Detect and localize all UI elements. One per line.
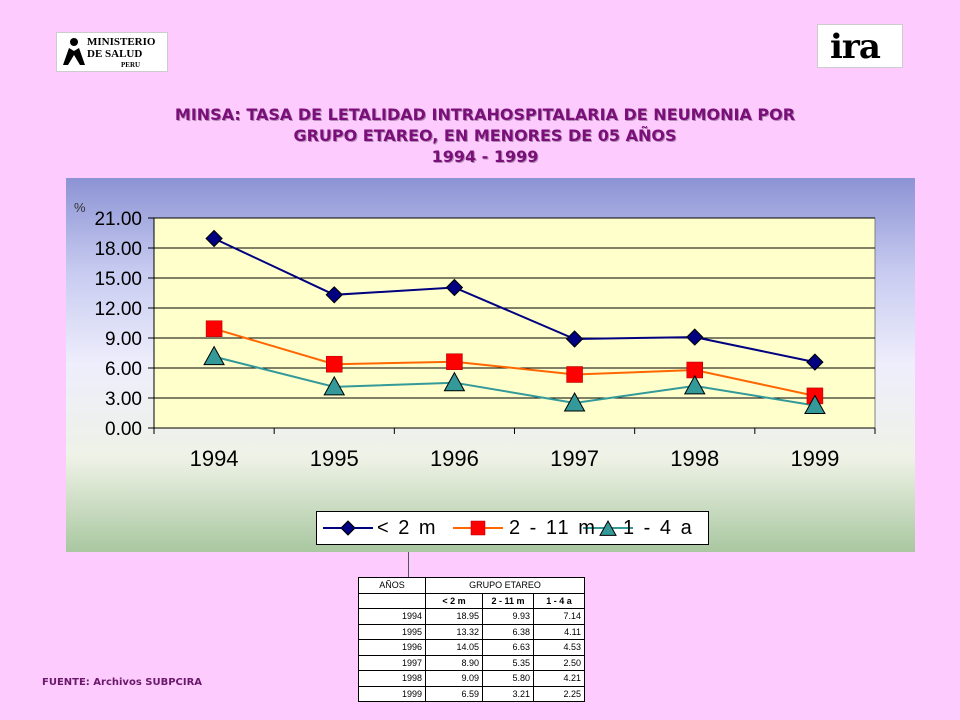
table-cell-year: 1997 <box>358 654 426 671</box>
series-2-point <box>326 355 343 373</box>
logo-line-1: MINISTERIO <box>87 36 156 48</box>
table-cell-value: 2.50 <box>533 654 585 671</box>
table-subheader-row: < 2 m 2 - 11 m 1 - 4 a <box>358 592 585 609</box>
series-1-point <box>325 286 343 304</box>
y-tick-label: 3.00 <box>105 389 142 410</box>
table-cell-value: 5.80 <box>482 670 534 687</box>
y-tick-label: 21.00 <box>94 209 142 230</box>
ministerio-de-salud-logo: MINISTERIO DE SALUD PERU <box>56 32 168 72</box>
table-cell-value: 13.32 <box>425 623 483 640</box>
table-cell-value: 4.21 <box>533 670 585 687</box>
x-tick-label: 1999 <box>790 446 839 471</box>
header-group: GRUPO ETAREO <box>425 577 585 594</box>
subheader-col-2: 2 - 11 m <box>482 592 534 609</box>
y-tick-label: 0.00 <box>105 419 142 440</box>
table-cell-year: 1999 <box>358 685 426 702</box>
table-row: 1996 14.05 6.63 4.53 <box>358 639 585 656</box>
logo-line-2: DE SALUD <box>87 48 143 60</box>
ira-logo: ira <box>817 24 903 68</box>
series-2-point <box>566 366 583 383</box>
series-3-point <box>323 375 346 396</box>
title-line-3: 1994 - 1999 <box>431 147 539 166</box>
plot-background <box>153 217 876 429</box>
table-cell-year: 1994 <box>358 608 426 625</box>
series-line-2 <box>213 327 816 397</box>
series-2-point <box>205 320 223 337</box>
table-cell-value: 7.14 <box>533 608 585 625</box>
legend-marker-2 <box>470 520 486 536</box>
series-3-point <box>804 394 826 414</box>
y-tick-label: 9.00 <box>105 329 142 350</box>
data-table: AÑOS GRUPO ETAREO < 2 m 2 - 11 m 1 - 4 a… <box>358 577 585 702</box>
table-row: 1995 13.32 6.38 4.11 <box>358 623 585 640</box>
table-cell-value: 3.21 <box>482 685 534 702</box>
title-line-1: MINSA: TASA DE LETALIDAD INTRAHOSPITALAR… <box>174 105 796 124</box>
y-tick-label: 15.00 <box>94 269 142 290</box>
table-cell-value: 14.05 <box>425 639 483 656</box>
subheader-col-3: 1 - 4 a <box>533 592 585 609</box>
table-row: 1999 6.59 3.21 2.25 <box>358 685 585 702</box>
y-tick-label: 6.00 <box>105 359 142 380</box>
legend-marker-1 <box>340 520 356 536</box>
table-cell-year: 1998 <box>358 670 426 687</box>
chart-area: 0.00 3.00 6.00 9.00 12.00 15.00 18.00 21.00% 199… <box>66 178 915 552</box>
people-icon <box>63 38 85 65</box>
source-note: FUENTE: Archivos SUBPCIRA <box>42 677 203 688</box>
x-tick-label: 1997 <box>550 446 599 471</box>
legend-label-series-1: < 2 m <box>377 517 438 539</box>
table-cell-value: 6.59 <box>425 685 483 702</box>
title-line-2: GRUPO ETAREO, EN MENORES DE 05 AÑOS <box>293 126 677 145</box>
y-tick-label: 12.00 <box>94 299 142 320</box>
x-tick-label: 1994 <box>190 446 239 471</box>
table-cell-value: 4.11 <box>533 623 585 640</box>
series-1-point <box>565 330 584 348</box>
series-line-1 <box>213 237 816 364</box>
header-years: AÑOS <box>358 577 426 594</box>
x-tick-label: 1998 <box>670 446 719 471</box>
y-axis-label: % <box>74 200 86 215</box>
series-1-point <box>205 229 223 248</box>
line-chart: 0.00 3.00 6.00 9.00 12.00 15.00 18.00 21.00% 199… <box>74 200 876 471</box>
series-1-point <box>806 353 824 371</box>
series-3-point <box>203 345 225 366</box>
series-2-point <box>446 353 463 370</box>
logo-line-3: PERU <box>121 61 141 69</box>
table-cell-value: 9.09 <box>425 670 483 687</box>
chart-legend: < 2 m 2 - 11 m 1 - 4 a <box>316 511 709 545</box>
table-cell-value: 2.25 <box>533 685 585 702</box>
series-3-point <box>683 374 706 395</box>
table-cell-year: 1995 <box>358 623 426 640</box>
x-tick-label: 1996 <box>430 446 479 471</box>
table-row: 1997 8.90 5.35 2.50 <box>358 654 585 671</box>
table-cell-value: 5.35 <box>482 654 534 671</box>
y-tick-label: 18.00 <box>94 239 142 260</box>
series-1-point <box>686 328 704 346</box>
series-1-point <box>445 278 464 297</box>
table-header-row: AÑOS GRUPO ETAREO <box>358 577 585 594</box>
legend-label-series-3: 1 - 4 a <box>623 517 694 539</box>
table-cell-value: 6.38 <box>482 623 534 640</box>
table-cell-value: 4.53 <box>533 639 585 656</box>
table-cell-value: 8.90 <box>425 654 483 671</box>
x-tick-label: 1995 <box>310 446 359 471</box>
page-title: MINSA: TASA DE LETALIDAD INTRAHOSPITALAR… <box>80 104 890 167</box>
ira-logo-text: ira <box>830 27 881 67</box>
table-row: 1994 18.95 9.93 7.14 <box>358 608 585 625</box>
table-row: 1998 9.09 5.80 4.21 <box>358 670 585 687</box>
table-cell-year: 1996 <box>358 639 426 656</box>
series-3-point <box>443 371 466 392</box>
series-line-3 <box>213 355 816 407</box>
legend-markers <box>323 519 633 536</box>
legend-marker-3 <box>599 519 617 536</box>
subheader-empty <box>358 592 426 609</box>
legend-label-series-2: 2 - 11 m <box>509 517 597 539</box>
table-cell-value: 18.95 <box>425 608 483 625</box>
series-3-point <box>563 391 586 412</box>
subheader-col-1: < 2 m <box>425 592 483 609</box>
table-cell-value: 9.93 <box>482 608 534 625</box>
table-cell-value: 6.63 <box>482 639 534 656</box>
